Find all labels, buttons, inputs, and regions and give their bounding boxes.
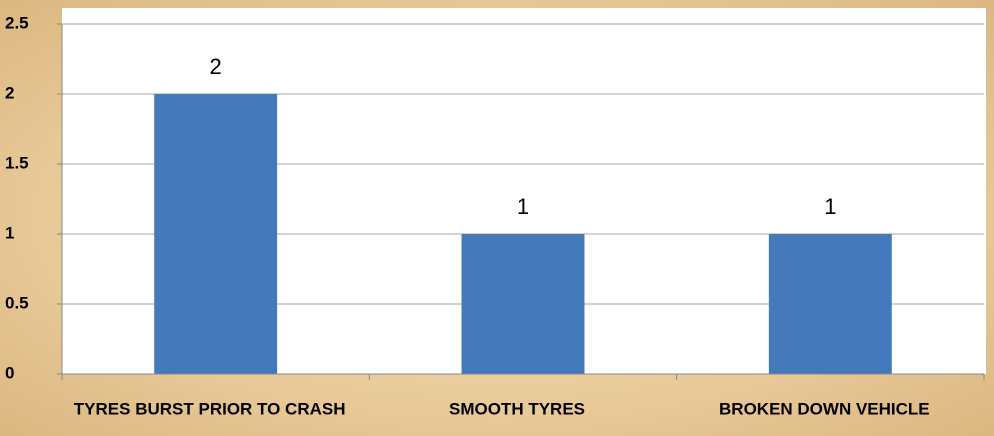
y-tick-label: 2 (5, 83, 14, 102)
y-tick-label: 2.5 (5, 13, 29, 32)
data-label: 1 (824, 194, 836, 219)
bar (768, 234, 892, 374)
bar (461, 234, 585, 374)
data-label: 1 (517, 194, 529, 219)
x-tick-label: TYRES BURST PRIOR TO CRASH (74, 399, 346, 418)
bar (154, 94, 278, 374)
x-tick-label: BROKEN DOWN VEHICLE (719, 399, 930, 418)
data-label: 2 (210, 54, 222, 79)
y-tick-label: 0 (5, 363, 14, 382)
y-tick-label: 1 (5, 223, 14, 242)
x-tick-label: SMOOTH TYRES (449, 399, 585, 418)
y-tick-label: 0.5 (5, 293, 29, 312)
y-tick-label: 1.5 (5, 153, 29, 172)
